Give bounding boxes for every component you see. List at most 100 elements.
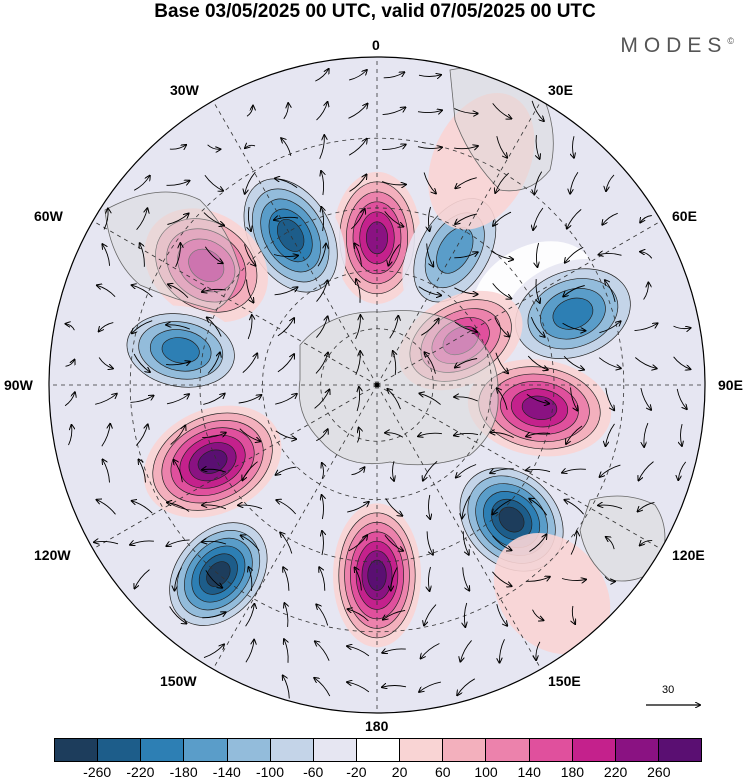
wind-vector xyxy=(462,531,469,554)
wind-vector xyxy=(139,460,146,483)
wind-vector xyxy=(202,433,226,438)
wind-vector xyxy=(536,279,540,303)
wind-vector xyxy=(65,360,75,367)
colorbar-tick-label: 260 xyxy=(647,764,671,780)
wind-vector xyxy=(382,107,406,116)
wind-vector xyxy=(605,387,614,410)
wind-vector xyxy=(536,641,541,660)
lon-label-90w: 90W xyxy=(4,377,33,393)
wind-vector xyxy=(635,357,656,369)
wind-vector xyxy=(381,181,406,185)
wind-vector xyxy=(680,423,682,446)
wind-vector xyxy=(428,206,430,231)
wind-vector xyxy=(644,422,649,447)
colorbar-tick-label: 100 xyxy=(474,764,498,780)
anomaly-contour xyxy=(498,506,525,533)
wind-vector xyxy=(248,206,251,231)
wind-vector xyxy=(140,243,145,267)
wind-vector xyxy=(316,316,327,338)
wind-vector xyxy=(319,567,326,591)
wind-vector xyxy=(638,502,655,512)
reference-vector-label: 30 xyxy=(662,684,675,696)
wind-vector xyxy=(640,252,653,259)
wind-vector xyxy=(527,355,548,370)
wind-vector xyxy=(456,464,477,478)
wind-vector xyxy=(203,212,224,226)
wind-vector xyxy=(529,499,548,516)
wind-vector xyxy=(238,505,263,510)
wind-vector xyxy=(97,285,116,298)
wind-vector xyxy=(419,681,441,692)
wind-vector xyxy=(167,214,188,225)
wind-vector xyxy=(676,388,687,409)
wind-vector xyxy=(249,567,252,591)
wind-vector xyxy=(526,433,550,436)
wind-vector xyxy=(135,424,147,446)
wind-vector xyxy=(322,531,324,556)
wind-vector xyxy=(277,354,294,373)
wind-vector xyxy=(384,211,404,226)
wind-vector xyxy=(317,244,326,267)
wind-vector xyxy=(247,315,252,340)
wind-vector xyxy=(103,209,108,230)
wind-vector xyxy=(454,287,477,294)
wind-vector xyxy=(531,100,544,121)
wind-vector xyxy=(600,464,621,477)
wind-vector xyxy=(492,535,512,551)
wind-vector xyxy=(462,567,470,590)
wind-vector xyxy=(357,387,360,412)
wind-vector xyxy=(321,207,323,232)
wind-vector xyxy=(423,461,438,480)
wind-vector xyxy=(168,284,189,299)
wind-vector xyxy=(562,322,586,330)
wind-vector xyxy=(321,171,324,196)
wind-vector xyxy=(204,246,222,263)
wind-vector xyxy=(274,217,299,220)
wind-vector xyxy=(388,389,401,410)
wind-vector xyxy=(455,177,477,189)
wind-vector xyxy=(166,325,190,330)
wind-vector xyxy=(347,682,370,693)
wind-vector xyxy=(355,568,362,591)
wind-vector xyxy=(643,283,649,300)
wind-vector xyxy=(493,499,512,515)
antarctica-outline xyxy=(298,310,499,466)
wind-vector xyxy=(133,176,150,191)
wind-vector xyxy=(382,685,407,687)
wind-vector xyxy=(382,145,405,150)
wind-vector xyxy=(530,316,544,337)
wind-vector xyxy=(526,394,549,403)
wind-vector xyxy=(389,316,399,339)
wind-vector xyxy=(241,535,260,551)
wind-vector xyxy=(563,285,585,297)
wind-vector xyxy=(246,106,253,117)
wind-vector xyxy=(284,603,288,627)
wind-vector xyxy=(316,429,327,442)
wind-vector xyxy=(455,358,478,368)
wind-vectors xyxy=(65,69,690,699)
wind-vector xyxy=(130,541,154,545)
wind-vector xyxy=(640,388,651,410)
wind-vector xyxy=(565,246,584,262)
wind-vector xyxy=(102,244,111,266)
wind-vector xyxy=(356,279,360,303)
colorbar-tick-label: -20 xyxy=(346,764,367,780)
wind-vector xyxy=(640,541,653,546)
wind-vector xyxy=(423,172,436,194)
wind-vector xyxy=(355,244,362,267)
wind-vector xyxy=(570,172,579,193)
wind-vector xyxy=(166,394,189,405)
colorbar-tick-label: -100 xyxy=(255,764,285,780)
wind-vector xyxy=(169,145,186,149)
wind-vector xyxy=(281,138,292,156)
wind-vector xyxy=(454,252,477,259)
colorbar-tick-label: 60 xyxy=(435,764,451,780)
wind-vector xyxy=(606,423,615,446)
anomaly-contour xyxy=(161,337,200,364)
lon-label-150e: 150E xyxy=(548,673,581,689)
wind-vector xyxy=(101,424,110,447)
wind-vector xyxy=(315,69,328,82)
lon-label-30e: 30E xyxy=(548,82,573,98)
colorbar-segment xyxy=(55,739,99,761)
lon-label-150w: 150W xyxy=(160,673,197,689)
